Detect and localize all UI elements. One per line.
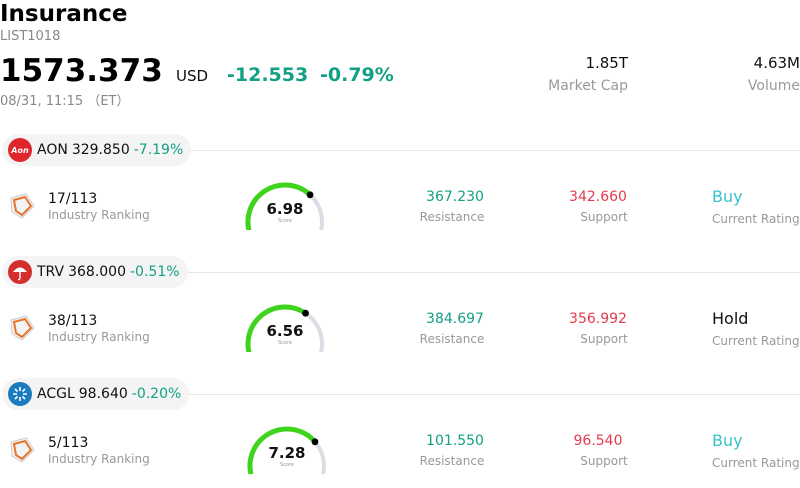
umbrella-icon bbox=[13, 267, 27, 281]
stock-ticker: ACGL bbox=[37, 386, 75, 402]
support-value: 342.660 bbox=[569, 189, 627, 205]
gauge-fill bbox=[245, 304, 308, 358]
resistance-value: 101.550 bbox=[426, 433, 484, 449]
support-label: Support bbox=[580, 210, 628, 224]
score-value: 7.28 bbox=[268, 444, 306, 462]
current-rating-label: Current Rating bbox=[712, 212, 800, 226]
resistance-label: Resistance bbox=[419, 332, 485, 346]
current-rating[interactable]: Buy bbox=[712, 187, 743, 206]
support-value: 96.540 bbox=[573, 433, 623, 449]
stock-ticker: TRV bbox=[37, 264, 65, 280]
company-logo bbox=[8, 260, 32, 284]
score-value: 6.98 bbox=[266, 200, 304, 218]
star-burst-icon bbox=[13, 387, 27, 401]
page-title: Insurance bbox=[0, 1, 128, 27]
price-change-percent: -0.79% bbox=[320, 64, 394, 86]
score-label: Score bbox=[277, 218, 292, 224]
company-logo bbox=[8, 382, 32, 406]
gauge-marker bbox=[302, 309, 309, 317]
row-divider bbox=[185, 150, 800, 151]
support-label: Support bbox=[580, 332, 628, 346]
score-label: Score bbox=[277, 340, 292, 346]
industry-rank-label: Industry Ranking bbox=[48, 452, 150, 466]
stock-pill[interactable]: ACGL 98.640 -0.20% bbox=[2, 378, 190, 410]
timestamp: 08/31, 11:15 （ET） bbox=[0, 94, 130, 109]
volume-label: Volume bbox=[747, 78, 800, 94]
gauge-fill bbox=[245, 182, 313, 236]
ranking-icon bbox=[8, 190, 36, 222]
ranking-icon bbox=[8, 434, 36, 466]
row-divider bbox=[185, 394, 800, 395]
price-change: -12.553 bbox=[227, 64, 309, 86]
score-gauge: 6.56 Score bbox=[242, 302, 328, 358]
ranking-icon bbox=[8, 312, 36, 344]
score-gauge: 6.98 Score bbox=[242, 180, 328, 236]
stock-price: 329.850 bbox=[71, 142, 130, 158]
industry-rank: 17/113 bbox=[48, 191, 98, 207]
industry-rank: 38/113 bbox=[48, 313, 98, 329]
resistance-label: Resistance bbox=[419, 454, 485, 468]
support-value: 356.992 bbox=[569, 311, 627, 327]
stock-price: 98.640 bbox=[78, 386, 128, 402]
stock-change-percent: -7.19% bbox=[133, 142, 184, 158]
stock-pill[interactable]: Aon AON 329.850 -7.19% bbox=[2, 134, 192, 166]
current-rating[interactable]: Buy bbox=[712, 431, 743, 450]
score-value: 6.56 bbox=[266, 322, 304, 340]
stock-ticker: AON bbox=[37, 142, 68, 158]
current-rating-label: Current Rating bbox=[712, 456, 800, 470]
support-label: Support bbox=[580, 454, 628, 468]
company-logo: Aon bbox=[8, 138, 32, 162]
stock-change-percent: -0.51% bbox=[130, 264, 180, 280]
industry-rank-label: Industry Ranking bbox=[48, 330, 150, 344]
row-divider bbox=[185, 272, 800, 273]
score-gauge: 7.28 Score bbox=[244, 424, 330, 480]
current-rating[interactable]: Hold bbox=[712, 309, 749, 328]
resistance-value: 384.697 bbox=[426, 311, 484, 327]
aon-logo-text: Aon bbox=[11, 145, 29, 155]
score-label: Score bbox=[279, 462, 294, 468]
currency-label: USD bbox=[176, 67, 209, 85]
gauge-fill bbox=[247, 426, 318, 480]
volume-value: 4.63M bbox=[753, 54, 800, 72]
index-code: LIST1018 bbox=[0, 29, 61, 44]
current-rating-label: Current Rating bbox=[712, 334, 800, 348]
market-cap-label: Market Cap bbox=[548, 78, 628, 94]
resistance-label: Resistance bbox=[419, 210, 485, 224]
market-cap-value: 1.85T bbox=[585, 54, 628, 72]
stock-pill[interactable]: TRV 368.000 -0.51% bbox=[2, 256, 188, 288]
resistance-value: 367.230 bbox=[426, 189, 484, 205]
industry-rank: 5/113 bbox=[48, 435, 89, 451]
stock-price: 368.000 bbox=[68, 264, 126, 280]
gauge-marker bbox=[306, 191, 314, 199]
index-price: 1573.373 bbox=[0, 53, 163, 89]
gauge-marker bbox=[311, 438, 319, 446]
stock-change-percent: -0.20% bbox=[131, 386, 182, 402]
industry-rank-label: Industry Ranking bbox=[48, 208, 150, 222]
